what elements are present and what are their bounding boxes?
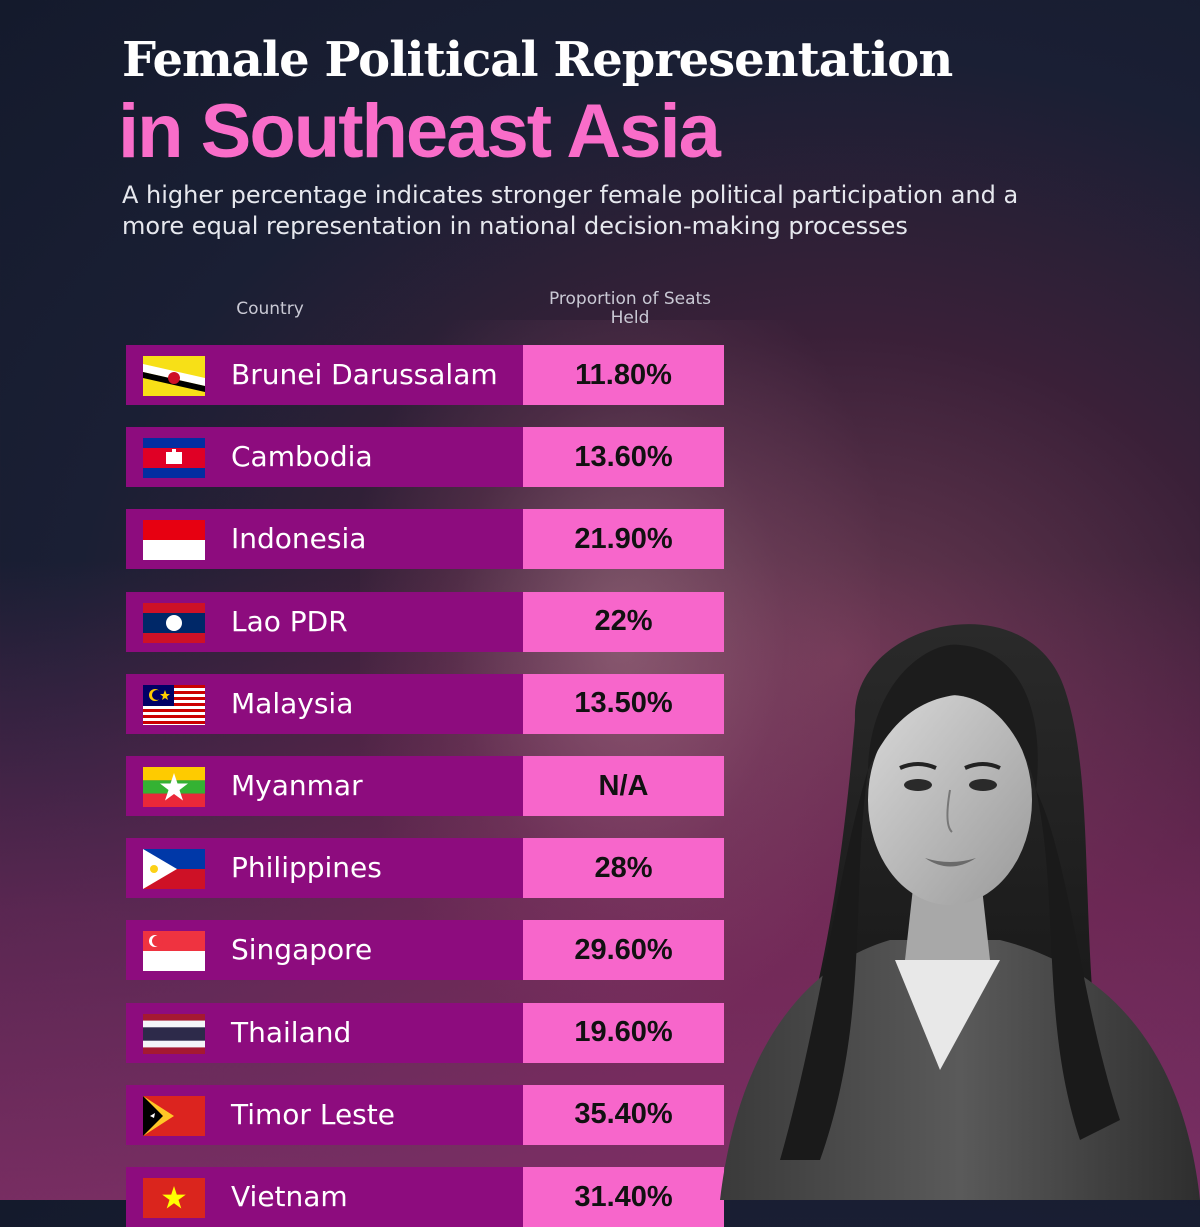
country-name: Brunei Darussalam [231,358,498,391]
country-cell: Brunei Darussalam [126,345,523,405]
portrait-photo [720,624,1200,1200]
table-row: Malaysia 13.50% [126,673,724,734]
country-cell: Singapore [126,920,523,981]
value-cell: 35.40% [523,1084,724,1145]
singapore-flag-icon [143,931,205,972]
country-cell: Lao PDR [126,591,523,652]
country-cell: Cambodia [126,427,523,488]
country-cell: Philippines [126,838,523,899]
country-name: Indonesia [231,522,367,556]
table-row: Thailand 19.60% [126,1002,724,1063]
column-header-proportion: Proportion of Seats Held [548,289,712,328]
table-row: Timor Leste 35.40% [126,1084,724,1145]
table-row: Brunei Darussalam 11.80% [126,345,724,405]
value-cell: N/A [523,756,724,816]
page-title-accent: in Southeast Asia [118,89,721,174]
laos-flag-icon [143,602,205,643]
myanmar-flag-icon [143,767,205,807]
timor-leste-flag-icon [143,1095,205,1136]
country-name: Philippines [231,851,382,885]
country-name: Lao PDR [231,604,348,638]
country-name: Thailand [231,1015,352,1049]
indonesia-flag-icon [143,520,205,561]
value-cell: 13.50% [523,673,724,734]
malaysia-flag-icon [143,684,205,725]
brunei-flag-icon [143,356,205,396]
value-cell: 11.80% [523,345,724,405]
table-row: Myanmar N/A [126,756,724,816]
country-name: Malaysia [231,686,354,720]
value-cell: 21.90% [523,509,724,570]
column-header-country: Country [236,299,304,319]
value-cell: 28% [523,838,724,899]
table-row: Philippines 28% [126,838,724,899]
country-cell: Timor Leste [126,1084,523,1145]
value-cell: 13.60% [523,427,724,488]
value-cell: 22% [523,591,724,652]
page-subtitle: A higher percentage indicates stronger f… [122,181,1019,240]
value-cell: 19.60% [523,1002,724,1063]
country-cell: Indonesia [126,509,523,570]
vietnam-flag-icon [143,1178,205,1218]
country-name: Myanmar [231,769,363,802]
country-name: Singapore [231,933,373,967]
country-name: Cambodia [231,440,373,474]
country-name: Timor Leste [231,1097,395,1131]
table-row: Lao PDR 22% [126,591,724,652]
table-row: Indonesia 21.90% [126,509,724,570]
country-cell: Vietnam [126,1167,523,1227]
philippines-flag-icon [143,849,205,890]
thailand-flag-icon [143,1013,205,1054]
table-row: Singapore 29.60% [126,920,724,981]
country-name: Vietnam [231,1180,348,1213]
value-cell: 31.40% [523,1167,724,1227]
country-cell: Thailand [126,1002,523,1063]
cambodia-flag-icon [143,438,205,479]
value-cell: 29.60% [523,920,724,981]
table-row: Vietnam 31.40% [126,1167,724,1227]
country-cell: Malaysia [126,673,523,734]
table-row: Cambodia 13.60% [126,427,724,488]
country-cell: Myanmar [126,756,523,816]
page-title: Female Political Representation [122,32,953,88]
